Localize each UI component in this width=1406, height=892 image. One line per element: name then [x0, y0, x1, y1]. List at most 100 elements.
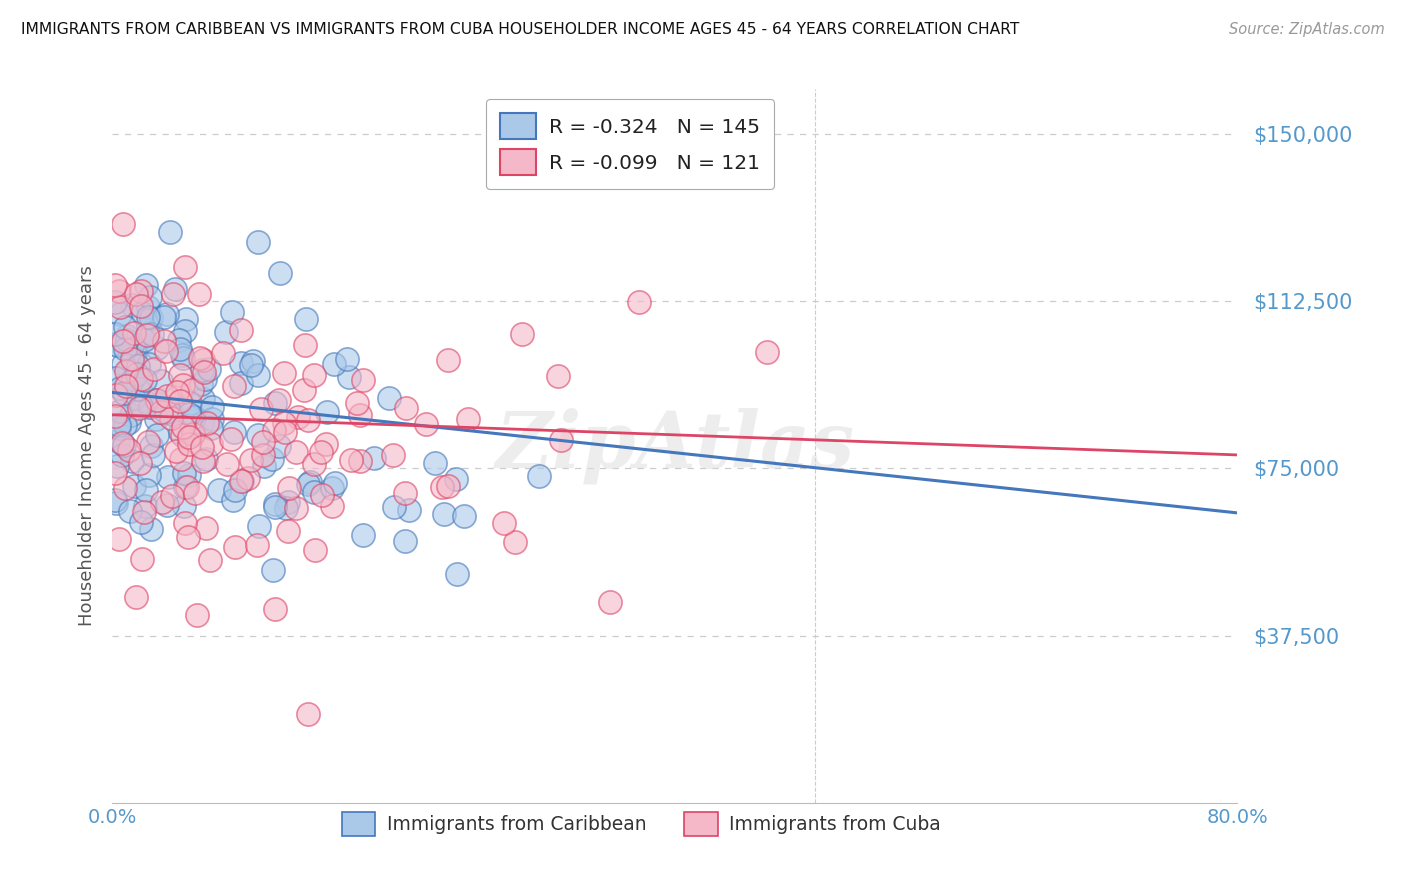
Point	[146, 427, 169, 442]
Point	[352, 373, 374, 387]
Point	[179, 396, 201, 410]
Point	[269, 266, 291, 280]
Point	[273, 366, 295, 380]
Point	[274, 425, 297, 439]
Point	[494, 516, 516, 531]
Point	[108, 403, 131, 417]
Point	[127, 382, 149, 396]
Point	[155, 405, 177, 419]
Point	[170, 452, 193, 467]
Point	[238, 471, 260, 485]
Point	[112, 385, 135, 400]
Point	[264, 396, 287, 410]
Point	[111, 217, 134, 231]
Point	[395, 401, 418, 415]
Point	[118, 415, 141, 429]
Point	[169, 333, 191, 347]
Point	[315, 437, 337, 451]
Point	[183, 409, 205, 424]
Point	[104, 370, 127, 384]
Point	[219, 432, 242, 446]
Point	[127, 367, 149, 381]
Point	[104, 496, 127, 510]
Legend: Immigrants from Caribbean, Immigrants from Cuba: Immigrants from Caribbean, Immigrants fr…	[335, 805, 948, 843]
Point	[297, 706, 319, 721]
Point	[263, 423, 285, 437]
Point	[114, 378, 136, 392]
Point	[108, 533, 131, 547]
Point	[304, 484, 326, 499]
Point	[304, 543, 326, 558]
Point	[756, 345, 779, 359]
Point	[394, 486, 416, 500]
Point	[346, 396, 368, 410]
Point	[527, 468, 550, 483]
Point	[138, 400, 160, 414]
Point	[200, 436, 222, 450]
Point	[200, 421, 222, 435]
Point	[104, 337, 127, 351]
Point	[132, 505, 155, 519]
Point	[105, 337, 128, 351]
Point	[222, 425, 245, 439]
Point	[231, 474, 253, 488]
Point	[104, 493, 127, 508]
Point	[155, 344, 177, 359]
Point	[129, 456, 152, 470]
Point	[162, 407, 184, 421]
Point	[191, 392, 214, 406]
Point	[136, 435, 159, 450]
Point	[437, 352, 460, 367]
Point	[176, 480, 198, 494]
Point	[174, 311, 197, 326]
Point	[510, 326, 533, 341]
Point	[193, 454, 215, 468]
Point	[277, 481, 299, 495]
Point	[191, 416, 214, 430]
Point	[165, 282, 187, 296]
Point	[302, 457, 325, 471]
Point	[162, 287, 184, 301]
Point	[231, 376, 253, 390]
Point	[190, 440, 212, 454]
Point	[169, 342, 191, 356]
Point	[129, 299, 152, 313]
Point	[110, 381, 132, 395]
Point	[121, 351, 143, 366]
Point	[173, 467, 195, 481]
Point	[239, 453, 262, 467]
Point	[156, 498, 179, 512]
Point	[264, 497, 287, 511]
Point	[215, 325, 238, 339]
Point	[111, 357, 134, 371]
Point	[547, 369, 569, 384]
Point	[141, 327, 163, 342]
Point	[166, 385, 188, 400]
Point	[131, 306, 153, 320]
Y-axis label: Householder Income Ages 45 - 64 years: Householder Income Ages 45 - 64 years	[77, 266, 96, 626]
Point	[503, 535, 526, 549]
Point	[136, 301, 159, 315]
Point	[186, 607, 208, 622]
Point	[104, 294, 127, 309]
Point	[246, 428, 269, 442]
Point	[111, 334, 134, 349]
Point	[221, 305, 243, 319]
Point	[198, 553, 221, 567]
Point	[104, 327, 127, 342]
Point	[284, 501, 307, 516]
Point	[153, 310, 176, 325]
Point	[277, 495, 299, 509]
Point	[160, 489, 183, 503]
Point	[114, 481, 136, 495]
Point	[146, 341, 169, 355]
Point	[349, 408, 371, 422]
Point	[156, 389, 179, 403]
Point	[108, 417, 131, 432]
Point	[121, 298, 143, 312]
Point	[173, 324, 195, 338]
Point	[148, 397, 170, 411]
Point	[415, 417, 437, 431]
Point	[117, 329, 139, 343]
Point	[114, 319, 136, 334]
